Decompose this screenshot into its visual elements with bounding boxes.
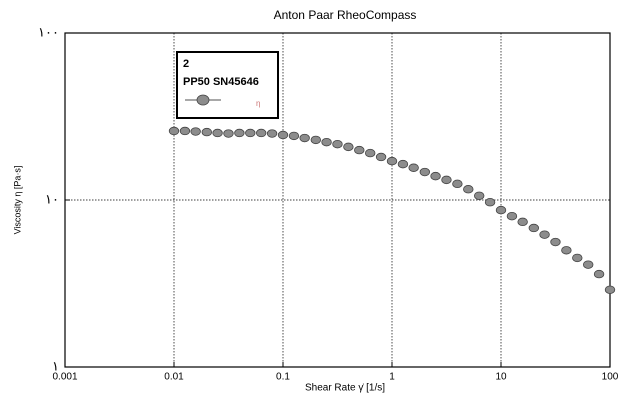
data-point — [539, 230, 550, 239]
data-point — [583, 260, 594, 269]
data-point — [332, 139, 343, 149]
legend-entry: PP50 SN45646 — [183, 76, 259, 88]
data-point — [419, 167, 431, 177]
data-point — [201, 127, 213, 137]
data-point — [495, 205, 507, 215]
data-point — [310, 135, 322, 145]
legend: 2 PP50 SN45646 η — [176, 51, 279, 119]
data-point — [256, 128, 267, 138]
data-point — [168, 126, 180, 136]
data-point — [408, 163, 419, 172]
x-tick-label: 100 — [602, 372, 619, 383]
data-point — [517, 217, 528, 227]
x-tick-label: 10 — [495, 372, 507, 383]
data-point — [343, 142, 354, 152]
legend-symbol: η — [256, 99, 260, 108]
data-point — [474, 191, 485, 200]
chart-title: Anton Paar RheoCompass — [274, 8, 417, 22]
data-point — [365, 148, 376, 158]
data-point — [386, 156, 398, 166]
y-tick-label: ١ — [52, 358, 59, 373]
data-point — [375, 152, 387, 162]
data-point — [245, 128, 256, 138]
data-point — [179, 126, 191, 136]
data-point — [463, 185, 474, 194]
legend-box — [176, 51, 279, 119]
data-point — [593, 269, 605, 279]
data-point — [441, 175, 452, 185]
y-tick-label: ١٠ — [45, 191, 59, 206]
data-point — [528, 223, 540, 233]
data-point — [266, 129, 278, 138]
x-tick-label: 0.1 — [276, 372, 290, 383]
data-point — [212, 128, 223, 138]
data-point — [506, 211, 518, 221]
data-point — [452, 179, 463, 189]
x-axis-label: Shear Rate γ̇ [1/s] — [305, 383, 385, 394]
data-point — [572, 253, 583, 263]
data-point — [430, 171, 441, 181]
data-point — [190, 127, 201, 136]
data-point — [299, 133, 310, 143]
data-point — [321, 137, 332, 147]
x-tick-label: 0.01 — [164, 372, 184, 383]
data-point — [277, 130, 289, 140]
legend-title: 2 — [183, 58, 189, 70]
data-point — [561, 246, 572, 255]
data-point — [288, 131, 300, 141]
x-tick-label: 0.001 — [52, 372, 77, 383]
data-point — [354, 145, 365, 155]
data-point — [223, 129, 234, 138]
data-point — [550, 237, 561, 247]
legend-marker — [196, 94, 210, 106]
y-axis-label: Viscosity η [Pa·s] — [12, 166, 22, 235]
x-tick-label: 1 — [389, 372, 395, 383]
data-point — [234, 128, 245, 138]
data-point — [397, 159, 409, 169]
y-tick-label: ١٠٠ — [38, 24, 59, 39]
data-point — [604, 285, 616, 294]
data-point — [484, 198, 496, 207]
